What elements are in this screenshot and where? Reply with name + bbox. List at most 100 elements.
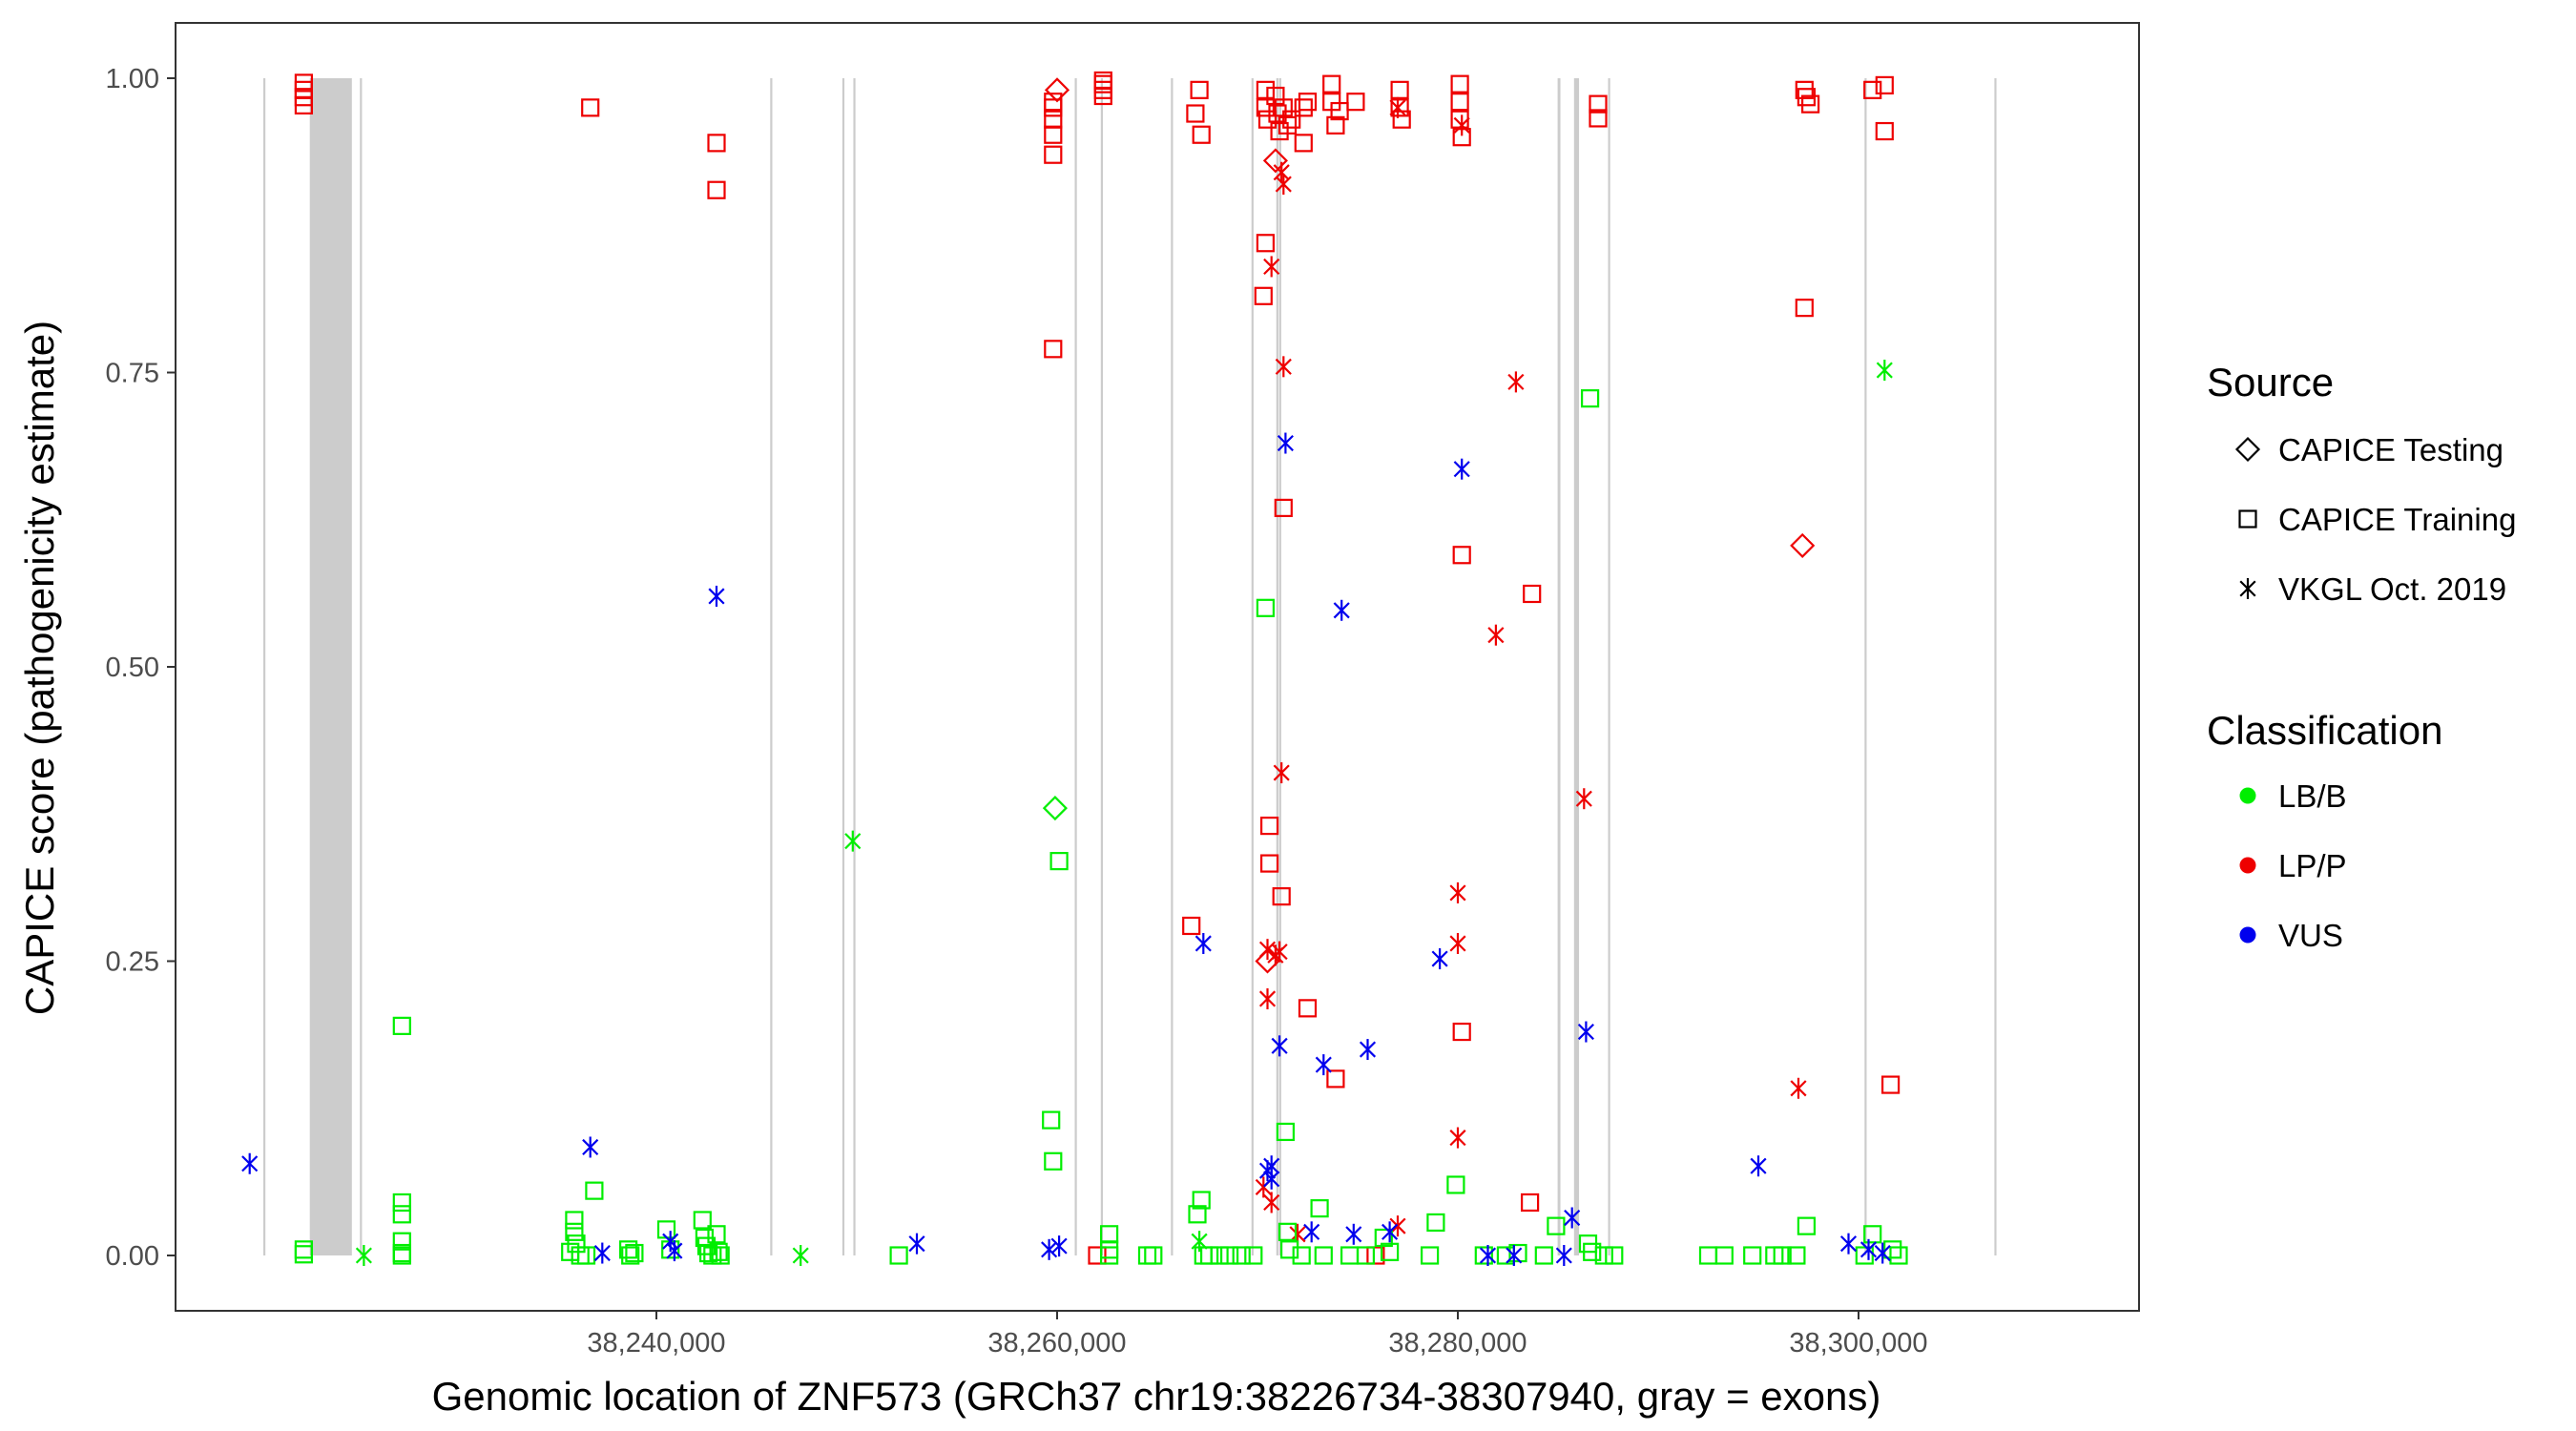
data-point — [1322, 74, 1341, 93]
data-point — [707, 180, 726, 199]
data-point — [1330, 101, 1349, 121]
data-point — [1044, 98, 1063, 117]
data-point — [1800, 94, 1820, 114]
data-point — [1875, 121, 1894, 141]
data-point — [1271, 941, 1288, 963]
data-point — [889, 1246, 908, 1265]
data-point — [1273, 762, 1290, 784]
exon-band — [1573, 77, 1580, 1256]
data-point — [1333, 599, 1350, 621]
data-point — [1889, 1246, 1908, 1265]
data-point — [698, 1243, 718, 1263]
data-point — [1282, 110, 1301, 129]
y-tick-label: 0.25 — [106, 947, 159, 978]
data-point — [1042, 796, 1068, 821]
data-point — [1258, 987, 1277, 1009]
data-point — [1275, 356, 1292, 378]
data-point — [1795, 299, 1814, 318]
data-point — [1294, 134, 1313, 153]
x-axis-title: Genomic location of ZNF573 (GRCh37 chr19… — [432, 1374, 1881, 1419]
data-point — [1044, 1151, 1063, 1171]
data-point — [582, 1136, 599, 1158]
data-point — [1219, 1246, 1239, 1265]
legend-dot-icon — [2239, 787, 2256, 804]
data-point — [1049, 852, 1069, 871]
data-point — [585, 1181, 604, 1200]
plot-panel — [175, 22, 2140, 1312]
data-point — [1259, 816, 1279, 836]
data-point — [1346, 93, 1365, 112]
data-point — [1232, 1246, 1251, 1265]
data-point — [1271, 1035, 1288, 1057]
data-point — [1474, 1246, 1493, 1265]
legend-classification-label: LB/B — [2278, 778, 2347, 814]
data-point — [1506, 1245, 1523, 1267]
data-point — [392, 1205, 411, 1224]
data-point — [1580, 389, 1600, 408]
legend-dot-icon — [2239, 926, 2256, 944]
data-point — [1278, 1222, 1298, 1241]
data-point — [1277, 432, 1294, 454]
data-point — [792, 1245, 809, 1267]
data-point — [1182, 916, 1201, 936]
legend-source-label: VKGL Oct. 2019 — [2278, 571, 2506, 607]
data-point — [1790, 1077, 1807, 1099]
data-point — [1534, 1246, 1553, 1265]
data-point — [294, 95, 313, 114]
data-point — [708, 585, 725, 607]
y-tick-label: 1.00 — [106, 64, 159, 94]
legend-asterisk-icon — [2239, 578, 2256, 599]
data-point — [1420, 1246, 1440, 1265]
legend-square-icon — [2238, 509, 2257, 529]
data-point — [1298, 999, 1318, 1018]
x-tick-label: 38,240,000 — [587, 1328, 725, 1358]
legend-classification-label: VUS — [2278, 918, 2343, 953]
data-point — [1876, 360, 1893, 382]
data-point — [1262, 148, 1288, 174]
data-point — [1326, 115, 1345, 135]
data-point — [1577, 1021, 1594, 1043]
data-point — [581, 98, 600, 117]
data-point — [1450, 93, 1469, 112]
data-point — [392, 1192, 411, 1213]
exon-band — [1251, 77, 1254, 1256]
data-point — [1195, 932, 1212, 954]
data-point — [1547, 1216, 1566, 1235]
exon-band — [1557, 77, 1561, 1256]
data-point — [1263, 1168, 1280, 1190]
data-point — [1520, 1192, 1540, 1213]
exon-band — [1608, 77, 1610, 1256]
data-point — [1453, 114, 1470, 136]
data-point — [1303, 1221, 1320, 1243]
data-point — [1449, 1127, 1466, 1149]
data-point — [1855, 1246, 1874, 1265]
data-point — [576, 1246, 596, 1265]
exon-band — [1100, 77, 1103, 1256]
data-point — [1859, 1238, 1878, 1260]
data-point — [707, 134, 726, 153]
data-point — [1381, 1221, 1399, 1243]
data-point — [1210, 1246, 1229, 1265]
data-point — [1190, 80, 1209, 99]
data-point — [1839, 1233, 1858, 1255]
data-point — [1310, 1199, 1329, 1218]
data-point — [1426, 1213, 1445, 1233]
data-point — [1380, 1242, 1400, 1261]
legend-source-label: CAPICE Training — [2278, 502, 2516, 537]
data-point — [1093, 86, 1112, 106]
exon-band — [841, 77, 845, 1256]
legend-source-items: CAPICE Testing CAPICE Training VKGL Oct. 2… — [2234, 432, 2516, 607]
data-point — [1088, 1246, 1107, 1265]
data-point — [392, 1016, 411, 1035]
legend-diamond-icon — [2234, 436, 2261, 463]
data-point — [1453, 458, 1470, 480]
data-point — [1366, 1246, 1385, 1265]
data-point — [1099, 1246, 1119, 1265]
data-point — [1797, 1216, 1817, 1235]
data-point — [711, 1246, 730, 1265]
data-point — [1431, 948, 1448, 970]
data-point — [1050, 1235, 1068, 1257]
data-point — [666, 1240, 683, 1262]
legend-classification-title: Classification — [2207, 708, 2442, 753]
data-point — [1044, 125, 1063, 144]
